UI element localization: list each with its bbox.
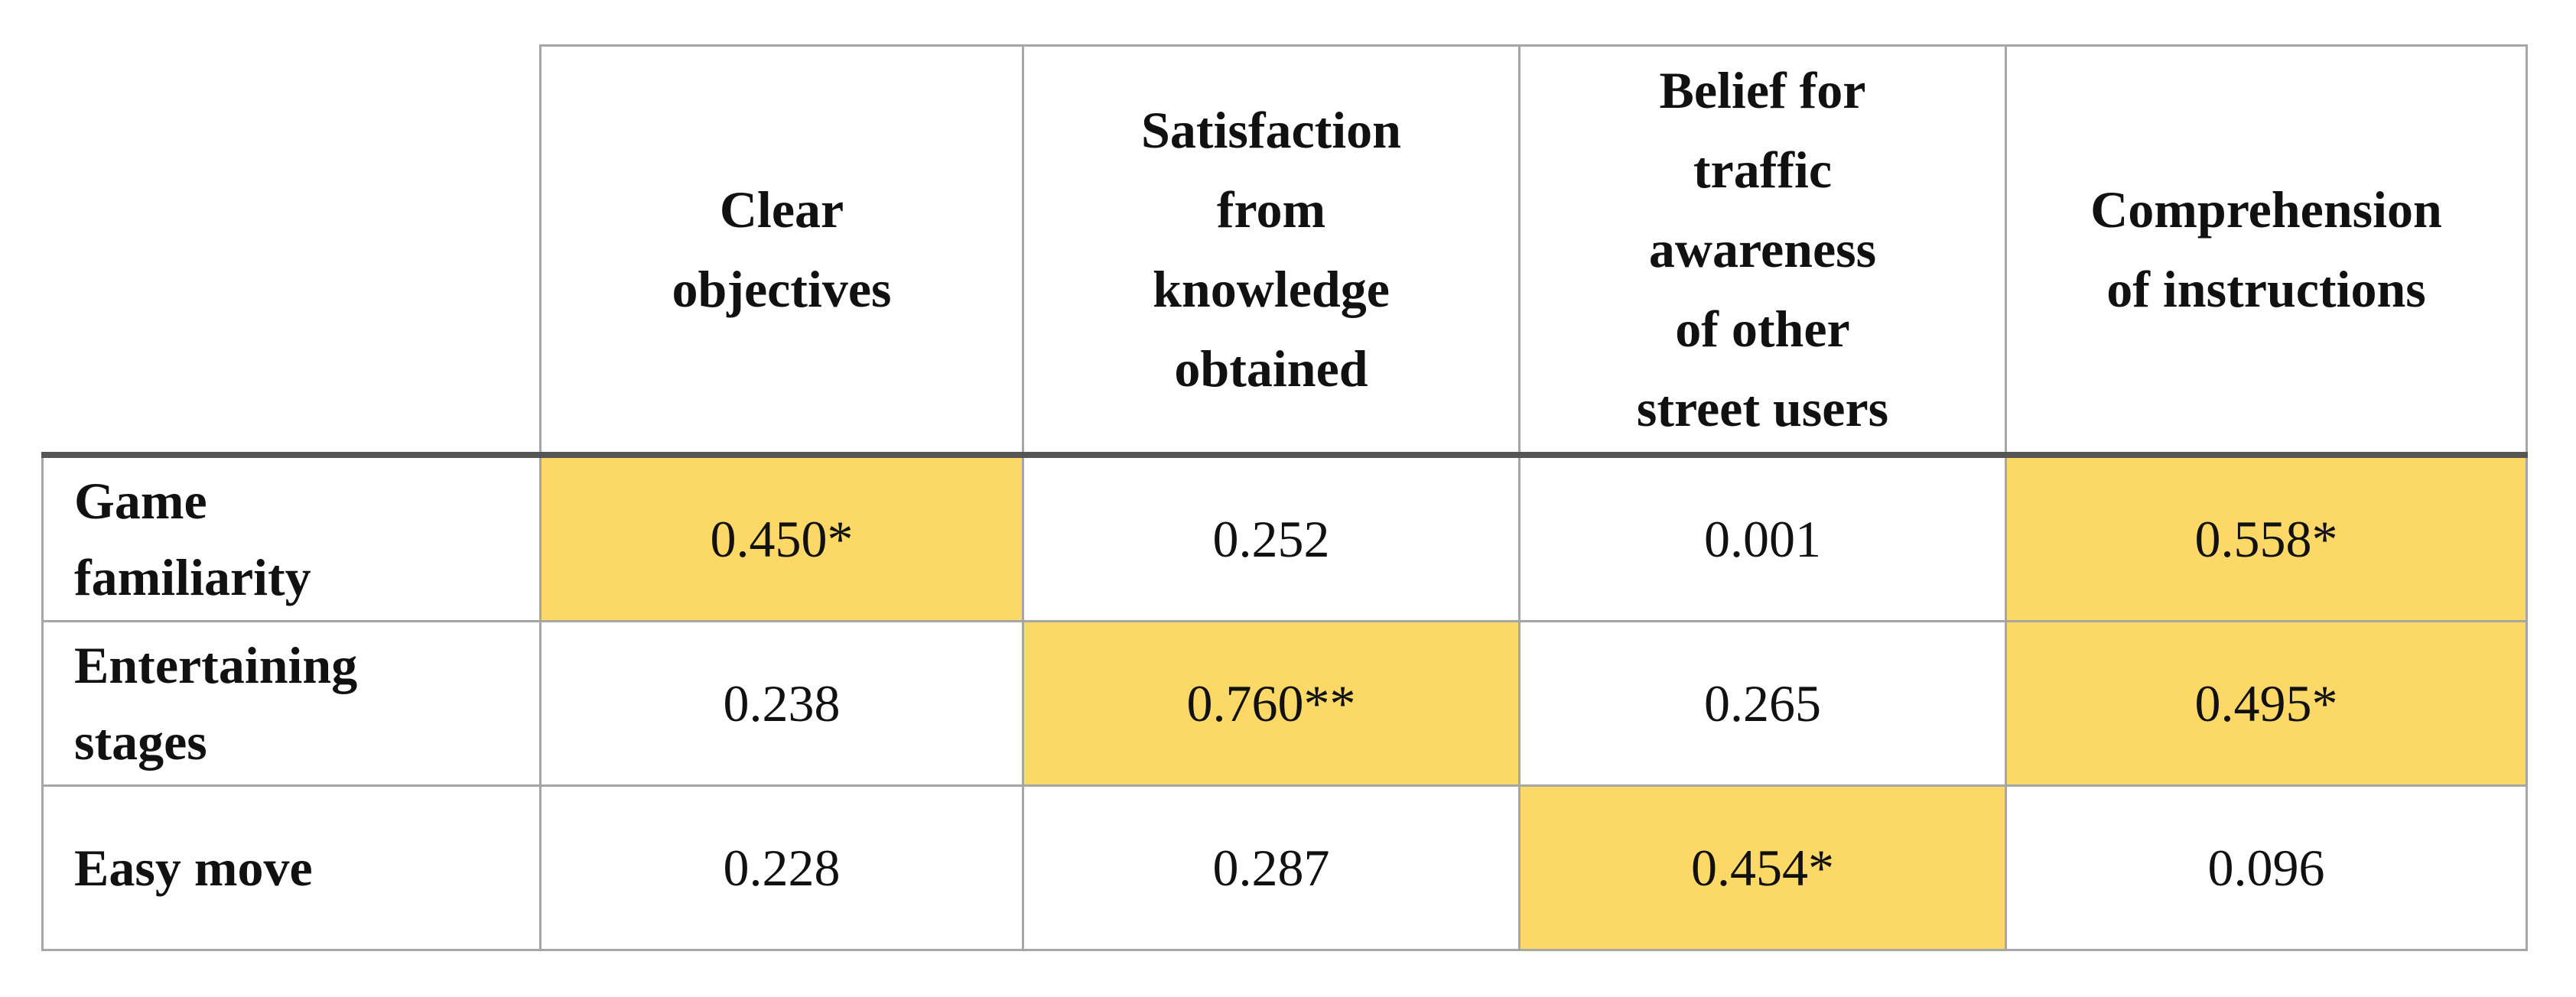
column-header: Comprehension of instructions — [2005, 44, 2528, 458]
column-header: Belief for traffic awareness of other street… — [1518, 44, 2007, 458]
value-cell: 0.558* — [2005, 453, 2528, 622]
text-line: of instructions — [2106, 260, 2426, 318]
row-label: Game familiarity — [41, 453, 542, 622]
data-row: Game familiarity 0.450* 0.252 0.001 0.558* — [41, 453, 2528, 622]
text-line: stages — [74, 713, 207, 771]
text-line: of other — [1675, 300, 1850, 358]
value-cell: 0.450* — [539, 453, 1024, 622]
text-line: Satisfaction — [1141, 101, 1401, 159]
corner-cell — [42, 45, 542, 458]
value-cell: 0.228 — [539, 784, 1024, 951]
text-line: Belief for — [1659, 61, 1866, 119]
text-line: traffic — [1693, 141, 1833, 199]
data-row: Entertaining stages 0.238 0.760** 0.265 0.495… — [41, 620, 2528, 787]
value-cell: 0.001 — [1518, 453, 2007, 622]
column-header: Clear objectives — [539, 44, 1024, 458]
value-cell: 0.096 — [2005, 784, 2528, 951]
table-body: Clear objectives Satisfaction from knowledge… — [41, 44, 2528, 951]
column-header: Satisfaction from knowledge obtained — [1022, 44, 1521, 458]
text-line: objectives — [672, 260, 892, 318]
text-line: obtained — [1174, 339, 1368, 398]
text-line: Comprehension — [2090, 180, 2442, 239]
text-line: awareness — [1648, 220, 1877, 278]
data-row: Easy move 0.228 0.287 0.454* 0.096 — [41, 784, 2528, 951]
value-cell: 0.252 — [1022, 453, 1521, 622]
header-row: Clear objectives Satisfaction from knowledge… — [42, 44, 2528, 458]
text-line: from — [1216, 180, 1326, 239]
value-cell: 0.287 — [1022, 784, 1521, 951]
text-line: Easy move — [74, 839, 313, 897]
value-cell: 0.454* — [1518, 784, 2007, 951]
value-cell: 0.238 — [539, 620, 1024, 787]
value-cell: 0.760** — [1022, 620, 1521, 787]
value-cell: 0.495* — [2005, 620, 2528, 787]
row-label: Easy move — [41, 784, 542, 951]
text-line: Clear — [719, 180, 844, 239]
correlation-table: Clear objectives Satisfaction from knowledge… — [41, 44, 2528, 951]
text-line: Entertaining — [74, 636, 358, 694]
value-cell: 0.265 — [1518, 620, 2007, 787]
text-line: knowledge — [1153, 260, 1390, 318]
text-line: familiarity — [74, 548, 311, 606]
text-line: Game — [74, 472, 207, 530]
text-line: street users — [1636, 379, 1889, 437]
row-label: Entertaining stages — [41, 620, 542, 787]
